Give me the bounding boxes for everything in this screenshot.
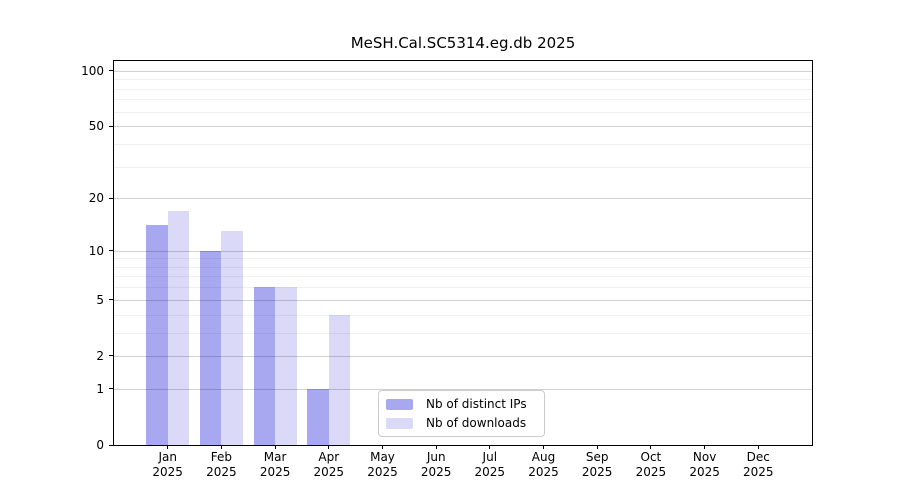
legend-label: Nb of downloads (426, 416, 527, 430)
legend-label: Nb of distinct IPs (426, 397, 527, 411)
x-tick-year: 2025 (528, 465, 559, 479)
y-tick-label: 20 (88, 191, 104, 206)
bar-downloads (167, 210, 190, 445)
y-tick-label: 10 (88, 243, 104, 258)
y-tick-label: 0 (96, 438, 104, 452)
x-tick-label: May 2025 (351, 450, 415, 480)
legend-swatch-downloads (386, 418, 413, 429)
bar-distinct-ips (253, 287, 276, 445)
x-tick-year: 2025 (259, 465, 291, 479)
y-tick-label: 2 (96, 348, 104, 363)
y-tick-label: 5 (96, 292, 104, 307)
x-tick-year: 2025 (367, 465, 398, 479)
bar-distinct-ips (307, 388, 329, 445)
x-tick-year: 2025 (420, 465, 452, 479)
x-tick-year: 2025 (581, 465, 613, 479)
x-tick-label: Oct 2025 (619, 450, 683, 480)
bar-distinct-ips (146, 225, 168, 445)
x-tick-month: Jul (482, 450, 498, 464)
legend-swatch-distinct-ips (386, 399, 413, 410)
x-tick-year: 2025 (743, 465, 774, 479)
x-tick-month: Apr (318, 450, 340, 464)
x-tick-month: Nov (692, 450, 717, 464)
bar-downloads (328, 314, 351, 445)
x-tick-label: Dec 2025 (726, 450, 790, 480)
chart-title: MeSH.Cal.SC5314.eg.db 2025 (350, 34, 576, 52)
x-tick-month: Jan (158, 450, 177, 464)
x-tick-month: Dec (746, 450, 770, 464)
x-tick-label: Sep 2025 (565, 450, 629, 480)
legend: Nb of distinct IPs Nb of downloads (378, 390, 545, 437)
x-tick-month: May (370, 450, 395, 464)
x-tick-month: Aug (531, 450, 556, 464)
x-tick-month: Oct (640, 450, 662, 464)
x-tick-label: Nov 2025 (673, 450, 737, 480)
x-tick-label: Aug 2025 (512, 450, 576, 480)
x-tick-month: Sep (585, 450, 609, 464)
y-tick-label: 1 (96, 381, 104, 396)
x-tick-month: Jun (426, 450, 446, 464)
x-tick-year: 2025 (474, 465, 506, 479)
x-tick-label: Jun 2025 (404, 450, 468, 480)
x-tick-year: 2025 (689, 465, 720, 479)
x-tick-label: Jul 2025 (458, 450, 522, 480)
x-tick-month: Feb (210, 450, 233, 464)
y-tick-label: 100 (81, 63, 104, 78)
x-tick-label: Apr 2025 (297, 450, 361, 480)
x-tick-year: 2025 (206, 465, 237, 479)
x-tick-label: Mar 2025 (243, 450, 307, 480)
y-tick-label: 50 (88, 119, 104, 134)
x-tick-year: 2025 (635, 465, 667, 479)
plot-area: Nb of distinct IPs Nb of downloads (113, 60, 813, 446)
x-tick-label: Feb 2025 (189, 450, 253, 480)
bar-downloads (275, 287, 297, 445)
x-tick-label: Jan 2025 (136, 450, 200, 480)
bars-layer (114, 61, 812, 445)
bar-distinct-ips (199, 250, 222, 445)
x-tick-year: 2025 (152, 465, 183, 479)
x-tick-year: 2025 (313, 465, 345, 479)
legend-item: Nb of downloads (386, 414, 538, 433)
x-tick-month: Mar (263, 450, 287, 464)
bar-downloads (221, 231, 243, 445)
legend-item: Nb of distinct IPs (386, 395, 538, 414)
